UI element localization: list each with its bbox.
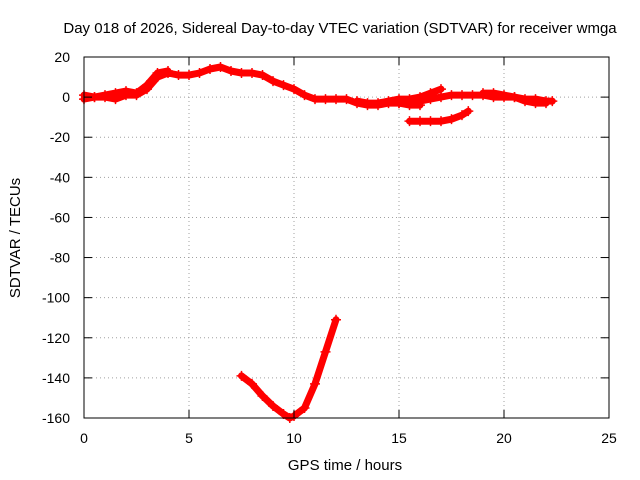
data-point bbox=[268, 400, 278, 411]
data-point bbox=[436, 116, 446, 127]
data-point bbox=[247, 378, 257, 389]
data-point bbox=[236, 68, 247, 79]
x-tick-label: 15 bbox=[391, 430, 407, 446]
data-point bbox=[173, 70, 184, 81]
data-point bbox=[436, 92, 446, 103]
data-point bbox=[404, 116, 415, 127]
series-trace bbox=[238, 316, 340, 422]
data-point bbox=[310, 378, 320, 389]
data-point bbox=[100, 90, 110, 101]
data-marks bbox=[79, 62, 558, 423]
data-point bbox=[457, 110, 467, 121]
y-tick-label: -100 bbox=[42, 290, 70, 306]
data-point bbox=[383, 96, 394, 107]
data-point bbox=[373, 98, 383, 109]
data-point bbox=[121, 86, 131, 97]
data-point bbox=[530, 98, 541, 109]
y-tick-label: -140 bbox=[42, 370, 70, 386]
plot-frame bbox=[83, 56, 610, 419]
series-arc-5 bbox=[478, 88, 551, 109]
data-point bbox=[457, 90, 467, 101]
data-point bbox=[547, 96, 558, 107]
data-point bbox=[299, 402, 310, 413]
y-tick-label: -20 bbox=[50, 129, 70, 145]
data-point bbox=[488, 88, 499, 99]
gridlines bbox=[84, 57, 609, 418]
y-tick-label: -160 bbox=[42, 410, 70, 426]
data-point bbox=[268, 76, 278, 87]
x-tick-label: 20 bbox=[496, 430, 512, 446]
data-point bbox=[131, 88, 142, 99]
data-point bbox=[215, 62, 226, 73]
data-point bbox=[331, 94, 341, 105]
data-point bbox=[152, 68, 163, 79]
series-arc-6 bbox=[404, 106, 474, 127]
data-point bbox=[247, 68, 257, 79]
data-point bbox=[257, 390, 268, 401]
data-point bbox=[184, 70, 194, 81]
data-point bbox=[404, 98, 415, 109]
data-point bbox=[467, 90, 478, 101]
data-point bbox=[520, 96, 530, 107]
data-point bbox=[446, 114, 457, 125]
y-tick-label: -120 bbox=[42, 330, 70, 346]
data-point bbox=[341, 94, 352, 105]
data-point bbox=[415, 96, 425, 107]
data-point bbox=[310, 94, 320, 105]
data-point bbox=[541, 98, 551, 109]
x-tick-label: 25 bbox=[601, 430, 617, 446]
data-point bbox=[205, 64, 215, 75]
series-trace bbox=[406, 107, 472, 125]
data-point bbox=[509, 92, 520, 103]
data-point bbox=[394, 98, 404, 109]
y-tick-label: -80 bbox=[50, 250, 70, 266]
y-tick-label: -60 bbox=[50, 209, 70, 225]
axis-ticks: 20 0 -20 -40 -60 -80 -100 -120 -140 -160 0 5 10 15 20 2… bbox=[42, 49, 617, 446]
data-point bbox=[499, 90, 509, 101]
y-tick-label: -40 bbox=[50, 169, 70, 185]
data-point bbox=[278, 408, 289, 419]
data-point bbox=[425, 116, 436, 127]
x-tick-label: 0 bbox=[80, 430, 88, 446]
series-arc-dip bbox=[236, 314, 341, 423]
data-point bbox=[278, 80, 289, 91]
data-point bbox=[425, 94, 436, 105]
data-point bbox=[331, 314, 341, 325]
data-point bbox=[352, 96, 362, 107]
data-point bbox=[163, 66, 173, 77]
x-tick-label: 10 bbox=[286, 430, 302, 446]
data-point bbox=[226, 66, 236, 77]
data-point bbox=[289, 84, 299, 95]
data-point bbox=[463, 106, 474, 117]
data-point bbox=[110, 88, 121, 99]
chart-title: Day 018 of 2026, Sidereal Day-to-day VTE… bbox=[63, 20, 617, 37]
data-point bbox=[415, 116, 425, 127]
data-point bbox=[320, 346, 331, 357]
y-axis-label: SDTVAR / TECUs bbox=[7, 178, 24, 298]
data-point bbox=[446, 90, 457, 101]
data-point bbox=[478, 88, 488, 99]
x-axis-label: GPS time / hours bbox=[288, 457, 402, 474]
data-point bbox=[142, 80, 152, 91]
data-point bbox=[320, 94, 331, 105]
data-point bbox=[236, 370, 247, 381]
y-tick-label: 0 bbox=[62, 89, 70, 105]
data-point bbox=[362, 98, 373, 109]
x-tick-label: 5 bbox=[185, 430, 193, 446]
data-point bbox=[257, 70, 268, 81]
data-point bbox=[194, 68, 205, 79]
data-point bbox=[299, 90, 310, 101]
y-tick-label: 20 bbox=[54, 49, 70, 65]
